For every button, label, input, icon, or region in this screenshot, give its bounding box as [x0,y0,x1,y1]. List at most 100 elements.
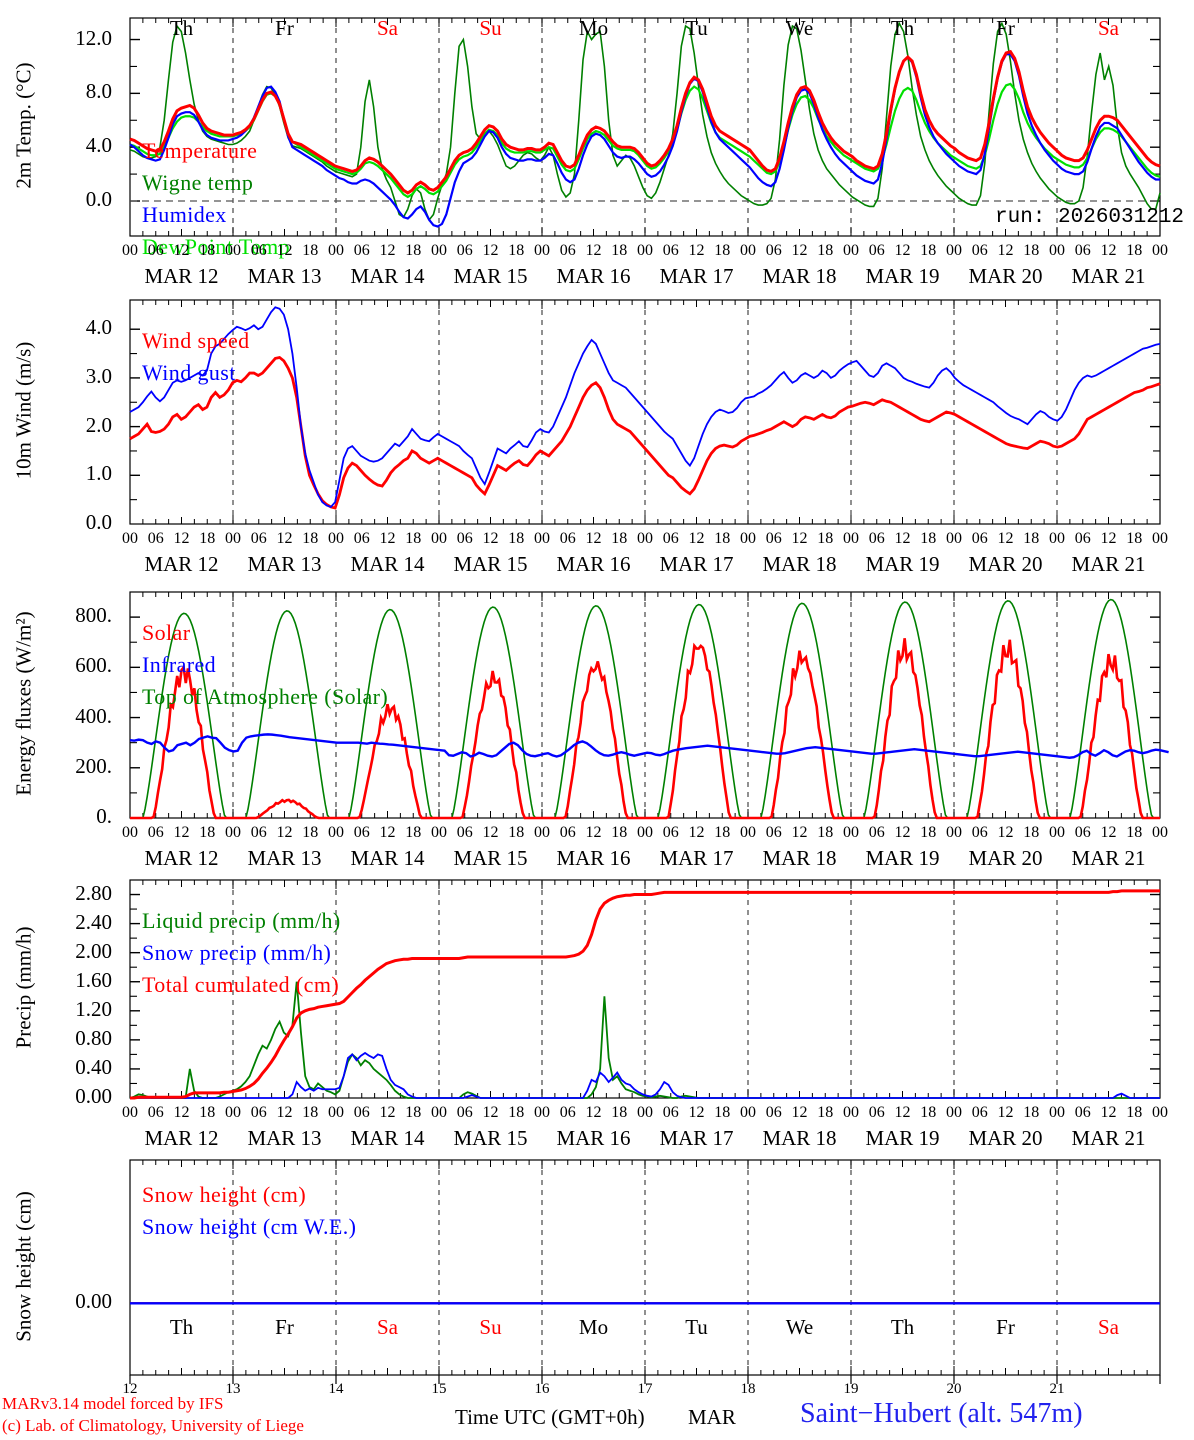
x-hour-label: 18 [920,242,937,259]
x-hour-label: 06 [662,530,679,547]
y-tick-energy_fluxes-4: 0. [96,804,112,828]
x-hour-label: 12 [688,1104,705,1121]
legend-snow_height-1: Snow height (cm W.E.) [142,1214,357,1239]
x-hour-label: 00 [122,242,138,259]
x-hour-label: 00 [637,1104,653,1121]
x-date-label-0: MAR 12 [144,264,219,288]
x-hour-label: 18 [1023,242,1040,259]
x-hour-label: 18 [508,1104,525,1121]
x-date-label-0: MAR 12 [144,1126,219,1150]
x-hour-label: 18 [199,824,216,841]
x-hour-label: 18 [302,1104,319,1121]
day-number-3: 15 [431,1381,447,1397]
x-date-label-6: MAR 18 [762,846,837,870]
x-hour-label: 18 [920,530,937,547]
x-hour-label: 00 [740,530,756,547]
x-hour-label: 06 [971,824,988,841]
x-hour-label: 12 [276,1104,293,1121]
y-tick-precip-1: 2.40 [75,909,112,934]
x-date-label-2: MAR 14 [350,264,425,288]
x-hour-label: 12 [894,530,911,547]
x-hour-label: 18 [611,530,628,547]
x-hour-label: 18 [508,530,525,547]
x-date-label-9: MAR 21 [1071,1126,1146,1150]
x-hour-label: 18 [1126,530,1143,547]
y-tick-energy_fluxes-1: 600. [75,653,112,678]
x-hour-label: 06 [868,530,885,547]
x-hour-label: 00 [328,242,344,259]
x-hour-label: 00 [431,242,447,259]
x-hour-label: 06 [765,1104,782,1121]
x-hour-label: 00 [637,530,653,547]
day-number-4: 16 [534,1381,550,1397]
x-hour-label: 00 [328,530,344,547]
x-hour-label: 00 [1152,530,1168,547]
model-credit-line2: (c) Lab. of Climatology, University of L… [2,1416,304,1435]
x-hour-label: 00 [740,1104,756,1121]
x-hour-label: 00 [225,1104,241,1121]
x-date-label-7: MAR 19 [865,846,940,870]
x-hour-label: 12 [379,242,396,259]
x-hour-label: 18 [817,530,834,547]
x-hour-label: 18 [611,1104,628,1121]
x-hour-label: 00 [843,242,859,259]
x-date-label-8: MAR 20 [968,552,1043,576]
x-hour-label: 12 [688,530,705,547]
x-hour-label: 18 [405,824,422,841]
x-date-label-1: MAR 13 [247,552,322,576]
x-hour-label: 12 [585,824,602,841]
x-hour-label: 18 [302,242,319,259]
day-name-bottom-9: Sa [1098,1315,1119,1339]
day-number-8: 20 [946,1381,962,1397]
x-hour-label: 06 [250,530,267,547]
x-hour-label: 00 [637,242,653,259]
x-date-label-3: MAR 15 [453,264,528,288]
x-hour-label: 06 [662,1104,679,1121]
legend-precip-0: Liquid precip (mm/h) [142,908,341,933]
x-hour-label: 00 [843,1104,859,1121]
x-hour-label: 18 [405,1104,422,1121]
day-number-7: 19 [843,1381,859,1397]
legend-wind-1: Wind gust [142,360,236,385]
legend-energy_fluxes-1: Infrared [142,652,217,677]
legend-precip-1: Snow precip (mm/h) [142,940,332,965]
x-hour-label: 06 [662,824,679,841]
x-hour-label: 00 [946,1104,962,1121]
x-hour-label: 00 [1049,824,1065,841]
y-tick-precip-2: 2.00 [75,938,112,963]
x-date-label-9: MAR 21 [1071,552,1146,576]
y-tick-wind-0: 4.0 [85,315,112,340]
x-hour-label: 06 [971,1104,988,1121]
x-hour-label: 12 [585,242,602,259]
x-hour-label: 12 [894,824,911,841]
day-name-top-3: Su [479,16,502,40]
x-hour-label: 00 [1049,1104,1065,1121]
x-hour-label: 06 [662,242,679,259]
x-hour-label: 06 [1074,242,1091,259]
x-hour-label: 18 [920,1104,937,1121]
x-hour-label: 12 [1100,242,1117,259]
x-hour-label: 18 [508,242,525,259]
x-hour-label: 06 [353,242,370,259]
x-hour-label: 06 [765,530,782,547]
x-hour-label: 18 [405,242,422,259]
x-date-label-4: MAR 16 [556,264,631,288]
x-date-label-2: MAR 14 [350,552,425,576]
x-hour-label: 06 [456,530,473,547]
x-hour-label: 00 [431,530,447,547]
x-date-label-1: MAR 13 [247,846,322,870]
day-name-bottom-3: Su [479,1315,502,1339]
time-axis-month: MAR [688,1405,736,1429]
x-hour-label: 06 [147,530,164,547]
day-name-top-9: Sa [1098,16,1119,40]
x-hour-label: 18 [199,242,216,259]
x-hour-label: 06 [765,242,782,259]
day-number-5: 17 [637,1381,653,1397]
y-tick-temperature-1: 8.0 [85,79,112,104]
x-hour-label: 12 [997,1104,1014,1121]
x-hour-label: 06 [1074,824,1091,841]
day-name-bottom-0: Th [169,1315,194,1339]
x-hour-label: 00 [843,824,859,841]
x-hour-label: 06 [1074,1104,1091,1121]
x-date-label-8: MAR 20 [968,1126,1043,1150]
